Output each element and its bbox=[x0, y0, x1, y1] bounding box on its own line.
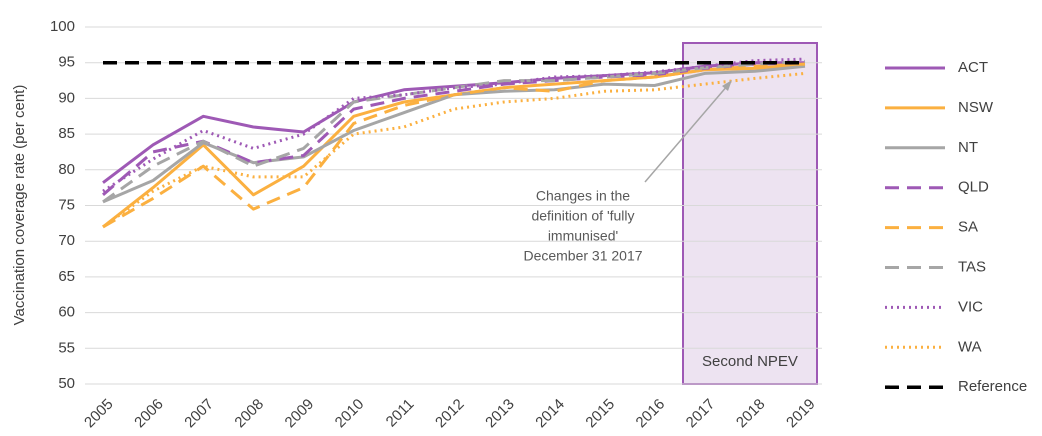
legend-label: Reference bbox=[958, 378, 1027, 395]
x-tick-label: 2008 bbox=[231, 396, 267, 432]
y-tick-label: 75 bbox=[58, 196, 75, 213]
legend-label: NSW bbox=[958, 99, 994, 116]
annotation-text: definition of 'fully bbox=[531, 208, 634, 224]
legend-label: ACT bbox=[958, 59, 988, 76]
highlight-label: Second NPEV bbox=[702, 353, 798, 370]
legend-label: NT bbox=[958, 139, 978, 156]
y-tick-label: 90 bbox=[58, 89, 75, 106]
x-tick-label: 2012 bbox=[432, 396, 468, 432]
x-tick-label: 2006 bbox=[131, 396, 167, 432]
y-axis-label: Vaccination coverage rate (per cent) bbox=[11, 85, 28, 326]
legend-label: SA bbox=[958, 219, 978, 236]
legend-label: QLD bbox=[958, 179, 989, 196]
y-tick-label: 65 bbox=[58, 268, 75, 285]
x-tick-label: 2016 bbox=[633, 396, 669, 432]
y-tick-label: 100 bbox=[50, 18, 75, 35]
x-tick-label: 2005 bbox=[81, 396, 117, 432]
y-tick-label: 70 bbox=[58, 232, 75, 249]
series-line bbox=[102, 62, 806, 229]
y-tick-label: 50 bbox=[58, 375, 75, 392]
x-tick-label: 2014 bbox=[532, 396, 568, 432]
annotation-arrow bbox=[644, 84, 729, 183]
x-tick-label: 2017 bbox=[683, 396, 719, 432]
series-line bbox=[102, 57, 806, 193]
legend-label: TAS bbox=[958, 258, 986, 275]
highlight-box bbox=[682, 42, 818, 385]
annotation-text: Changes in the bbox=[536, 188, 630, 204]
y-tick-label: 55 bbox=[58, 339, 75, 356]
arrow-head bbox=[722, 80, 732, 91]
y-tick-label: 85 bbox=[58, 125, 75, 142]
annotation-text: immunised' bbox=[548, 228, 618, 244]
x-tick-label: 2018 bbox=[733, 396, 769, 432]
x-tick-label: 2013 bbox=[482, 396, 518, 432]
x-tick-label: 2019 bbox=[783, 396, 819, 432]
x-tick-label: 2009 bbox=[282, 396, 318, 432]
x-tick-label: 2007 bbox=[181, 396, 217, 432]
legend-label: WA bbox=[958, 338, 982, 355]
x-tick-label: 2010 bbox=[332, 396, 368, 432]
annotation-text: December 31 2017 bbox=[523, 248, 642, 264]
series-line bbox=[102, 71, 806, 229]
legend-label: VIC bbox=[958, 298, 983, 315]
y-tick-label: 95 bbox=[58, 54, 75, 71]
x-tick-label: 2011 bbox=[383, 396, 418, 431]
y-tick-label: 60 bbox=[58, 304, 75, 321]
x-tick-label: 2015 bbox=[582, 396, 618, 432]
y-tick-label: 80 bbox=[58, 161, 75, 178]
